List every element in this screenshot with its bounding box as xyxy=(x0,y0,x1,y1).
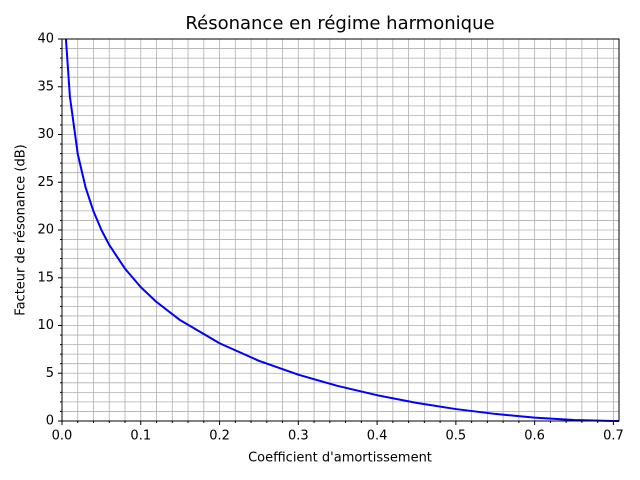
data-line xyxy=(64,38,619,422)
x-axis-label: Coefficient d'amortissement xyxy=(248,451,432,466)
y-tick-label: 35 xyxy=(37,79,54,94)
y-tick-label: 15 xyxy=(37,270,54,285)
y-tick-label: 25 xyxy=(37,175,54,190)
chart-title: Résonance en régime harmonique xyxy=(185,13,494,34)
x-tick-label: 0.2 xyxy=(209,429,230,444)
y-tick-label: 40 xyxy=(37,32,54,47)
x-tick-label: 0.0 xyxy=(52,429,73,444)
y-tick-label: 20 xyxy=(37,223,54,238)
x-tick-label: 0.4 xyxy=(367,429,388,444)
y-tick-label: 30 xyxy=(37,127,54,142)
y-axis-label: Facteur de résonance (dB) xyxy=(14,144,29,315)
x-tick-label: 0.1 xyxy=(130,429,151,444)
y-tick-label: 10 xyxy=(37,318,54,333)
y-tick-label: 0 xyxy=(46,414,54,429)
x-tick-label: 0.7 xyxy=(603,429,624,444)
plot-frame xyxy=(61,38,620,422)
x-tick-label: 0.5 xyxy=(446,429,467,444)
x-tick-label: 0.3 xyxy=(288,429,309,444)
y-tick-label: 5 xyxy=(46,366,54,381)
x-tick-label: 0.6 xyxy=(524,429,545,444)
